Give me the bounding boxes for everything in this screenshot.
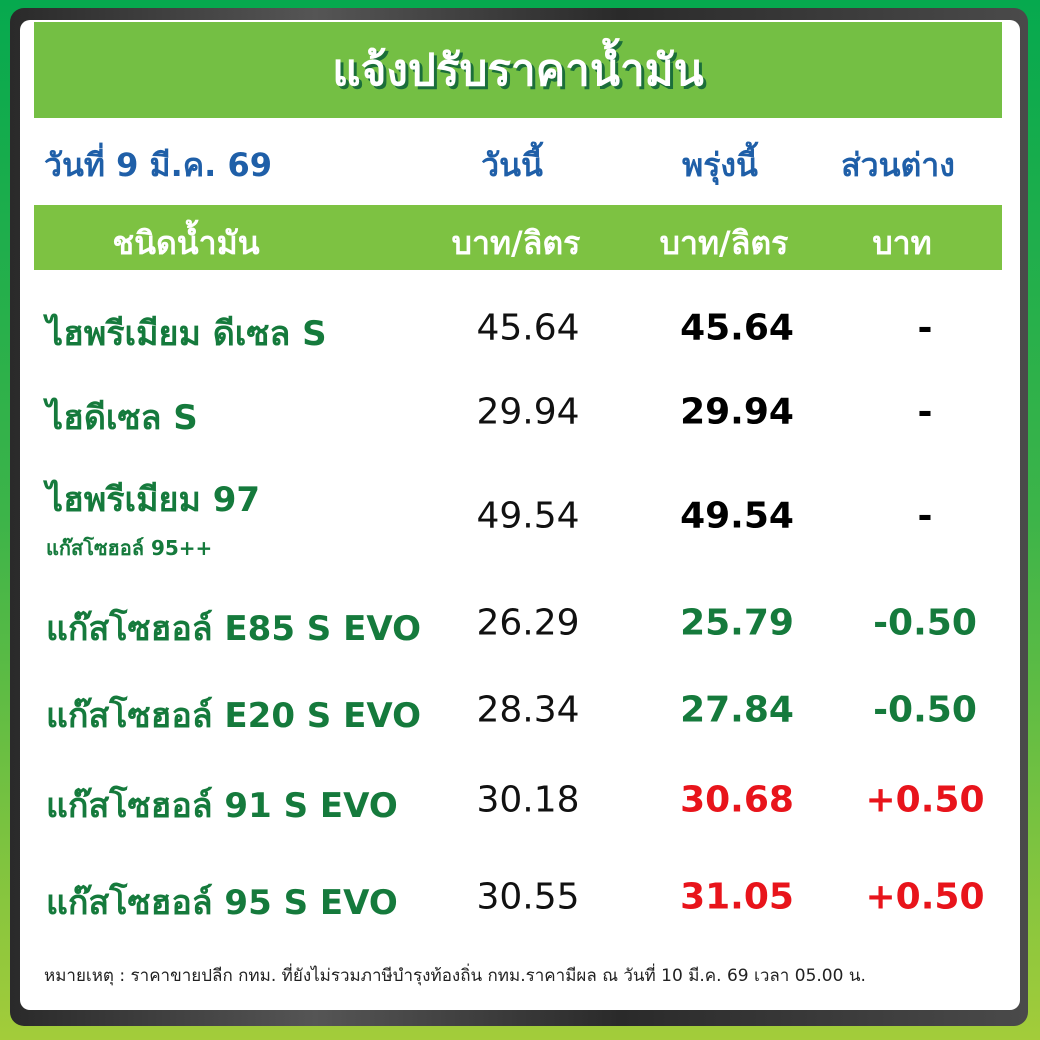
price-today: 29.94 [476,391,580,433]
fuel-name: แก๊สโซฮอล์ E85 S EVO [46,601,421,655]
fuel-name-text: แก๊สโซฮอล์ E85 S EVO [46,609,421,649]
col-tomorrow: พรุ่งนี้ [682,146,758,184]
fuel-name-text: ไฮพรีเมียม 97 [46,480,261,520]
price-diff: - [917,307,933,349]
price-diff: -0.50 [873,602,977,644]
col-today: วันนี้ [481,146,543,184]
fuel-name-text: แก๊สโซฮอล์ 95 S EVO [46,883,398,923]
price-today: 30.18 [476,779,580,821]
price-tomorrow: 30.68 [680,779,794,821]
hdr-today-unit: บาท/ลิตร [451,224,581,262]
price-diff: -0.50 [873,689,977,731]
fuel-name-text: ไฮดีเซล S [46,398,198,438]
price-today: 45.64 [476,307,580,349]
fuel-name-text: แก๊สโซฮอล์ 91 S EVO [46,786,398,826]
date-label: วันที่ 9 มี.ค. 69 [44,146,272,184]
price-tomorrow: 25.79 [680,602,794,644]
price-tomorrow: 45.64 [680,307,794,349]
price-diff: +0.50 [865,779,985,821]
price-diff: - [917,495,933,537]
price-diff: +0.50 [865,876,985,918]
price-tomorrow: 49.54 [680,495,794,537]
fuel-name: แก๊สโซฮอล์ 91 S EVO [46,778,398,832]
price-tomorrow: 31.05 [680,876,794,918]
fuel-subname: แก๊สโซฮอล์ 95++ [46,536,213,560]
header-bar [34,205,1002,270]
fuel-name: ไฮดีเซล S [46,390,198,444]
price-tomorrow: 29.94 [680,391,794,433]
price-today: 28.34 [476,689,580,731]
price-today: 26.29 [476,602,580,644]
col-diff: ส่วนต่าง [841,146,955,184]
fuel-name-text: ไฮพรีเมียม ดีเซล S [46,314,327,354]
hdr-diff-unit: บาท [872,224,932,262]
fuel-name: ไฮพรีเมียม ดีเซล S [46,306,327,360]
fuel-name: ไฮพรีเมียม 97 แก๊สโซฮอล์ 95++ [46,472,260,564]
hdr-type: ชนิดน้ำมัน [112,224,260,262]
fuel-name-text: แก๊สโซฮอล์ E20 S EVO [46,696,421,736]
title-bar: แจ้งปรับราคาน้ำมัน [34,22,1002,118]
price-tomorrow: 27.84 [680,689,794,731]
card [20,20,1020,1010]
fuel-name: แก๊สโซฮอล์ 95 S EVO [46,875,398,929]
page-title: แจ้งปรับราคาน้ำมัน [332,45,704,96]
price-today: 30.55 [476,876,580,918]
fuel-name: แก๊สโซฮอล์ E20 S EVO [46,688,421,742]
footnote: หมายเหตุ : ราคาขายปลีก กทม. ที่ยังไม่รวม… [44,966,866,986]
price-today: 49.54 [476,495,580,537]
hdr-tomorrow-unit: บาท/ลิตร [659,224,789,262]
price-diff: - [917,391,933,433]
